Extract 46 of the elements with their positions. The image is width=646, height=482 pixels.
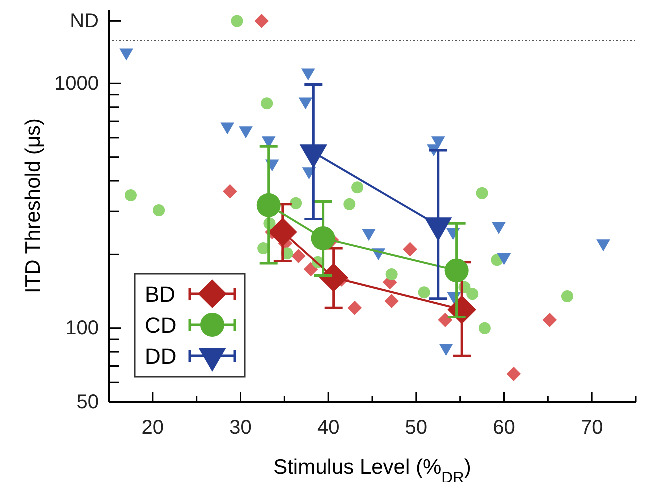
point [153, 204, 166, 217]
point [256, 193, 281, 218]
point [344, 198, 356, 210]
x-tick-label: 50 [405, 417, 428, 440]
point [561, 290, 574, 302]
point [223, 184, 238, 199]
legend-label: BD [145, 282, 176, 307]
y-tick-label: ND [70, 10, 99, 33]
legend-label: CD [145, 313, 177, 338]
point [444, 258, 469, 283]
y-tick-label: 100 [66, 318, 99, 340]
point [319, 263, 348, 292]
point [466, 288, 479, 300]
point [386, 268, 398, 280]
x-tick-label: 60 [493, 417, 516, 440]
x-tick-label: 70 [580, 417, 604, 440]
point [438, 312, 453, 328]
point [384, 294, 400, 308]
point [220, 122, 234, 135]
x-tick-label: 40 [317, 417, 340, 440]
point [506, 366, 522, 382]
x-tick-label: 20 [142, 417, 164, 440]
point [304, 262, 318, 277]
point [292, 249, 306, 264]
point [403, 242, 418, 257]
point [124, 190, 137, 202]
point [298, 98, 313, 110]
point [311, 226, 336, 250]
legend-label: DD [145, 344, 177, 369]
y-tick-label: 1000 [54, 73, 99, 96]
point [478, 322, 491, 334]
point [120, 48, 134, 61]
point [418, 286, 430, 299]
point [348, 300, 362, 316]
point [352, 182, 364, 194]
y-axis-title: ITD Threshold (μs) [22, 118, 45, 294]
point [239, 126, 253, 139]
point [268, 218, 298, 247]
point [492, 222, 506, 234]
point [290, 197, 302, 210]
y-tick-label: 50 [76, 391, 99, 414]
point [261, 98, 274, 110]
point [476, 187, 488, 200]
x-tick-label: 30 [230, 417, 252, 440]
point [301, 68, 316, 81]
point [542, 312, 558, 328]
